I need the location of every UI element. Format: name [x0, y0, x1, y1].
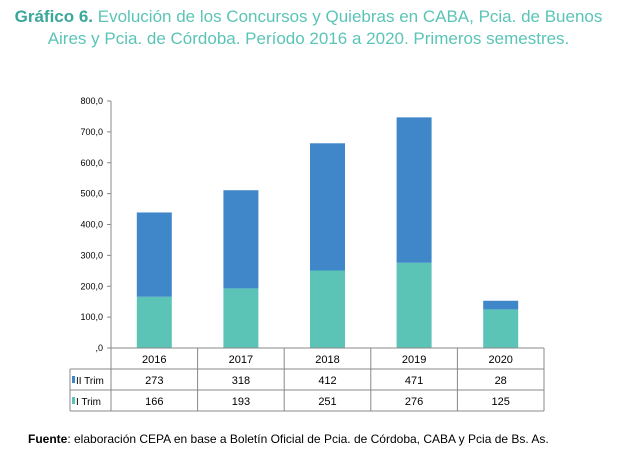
- bar-segment: [483, 300, 519, 310]
- category-label: 2020: [488, 354, 512, 366]
- bar-segment: [136, 212, 172, 297]
- y-tick-label: 300,0: [80, 250, 103, 260]
- category-label: 2017: [229, 354, 253, 366]
- bar-segment: [136, 296, 172, 348]
- table-cell-value: 471: [405, 375, 423, 387]
- category-label: 2019: [402, 354, 426, 366]
- table-cell-value: 273: [145, 375, 163, 387]
- chart-title-lead: Gráfico 6.: [14, 7, 94, 26]
- chart-title: Gráfico 6. Evolución de los Concursos y …: [8, 6, 609, 50]
- category-label: 2016: [142, 354, 166, 366]
- y-tick-label: ,0: [95, 343, 103, 353]
- table-row-label: I Trim: [76, 397, 101, 408]
- y-tick-label: 600,0: [80, 158, 103, 168]
- bar-segment: [396, 262, 432, 348]
- table-cell-value: 276: [405, 396, 423, 408]
- category-label: 2018: [315, 354, 339, 366]
- y-tick-label: 500,0: [80, 189, 103, 199]
- table-cell-value: 166: [145, 396, 163, 408]
- source-text: : elaboración CEPA en base a Boletín Ofi…: [67, 432, 549, 446]
- bar-segment: [310, 270, 345, 348]
- table-row-label: II Trim: [76, 376, 104, 387]
- table-cell-value: 28: [495, 375, 507, 387]
- bar-segment: [223, 288, 259, 348]
- y-tick-label: 100,0: [80, 312, 103, 322]
- bar-segment: [483, 309, 519, 348]
- table-cell-value: 251: [318, 396, 336, 408]
- table-cell-value: 125: [492, 396, 510, 408]
- source-label: Fuente: [28, 432, 68, 446]
- source-note: Fuente: elaboración CEPA en base a Bolet…: [28, 432, 549, 446]
- y-tick-label: 800,0: [80, 96, 103, 106]
- table-cell-value: 318: [232, 375, 250, 387]
- bar-segment: [310, 143, 345, 271]
- table-cell-value: 412: [318, 375, 336, 387]
- y-tick-label: 400,0: [80, 220, 103, 230]
- bar-segment: [223, 190, 259, 289]
- table-cell-value: 193: [232, 396, 250, 408]
- bar-segment: [396, 117, 432, 263]
- y-tick-label: 700,0: [80, 127, 103, 137]
- y-tick-label: 200,0: [80, 281, 103, 291]
- chart-title-text: Evolución de los Concursos y Quiebras en…: [47, 7, 603, 48]
- legend-swatch: [72, 376, 75, 383]
- legend-swatch: [72, 397, 75, 404]
